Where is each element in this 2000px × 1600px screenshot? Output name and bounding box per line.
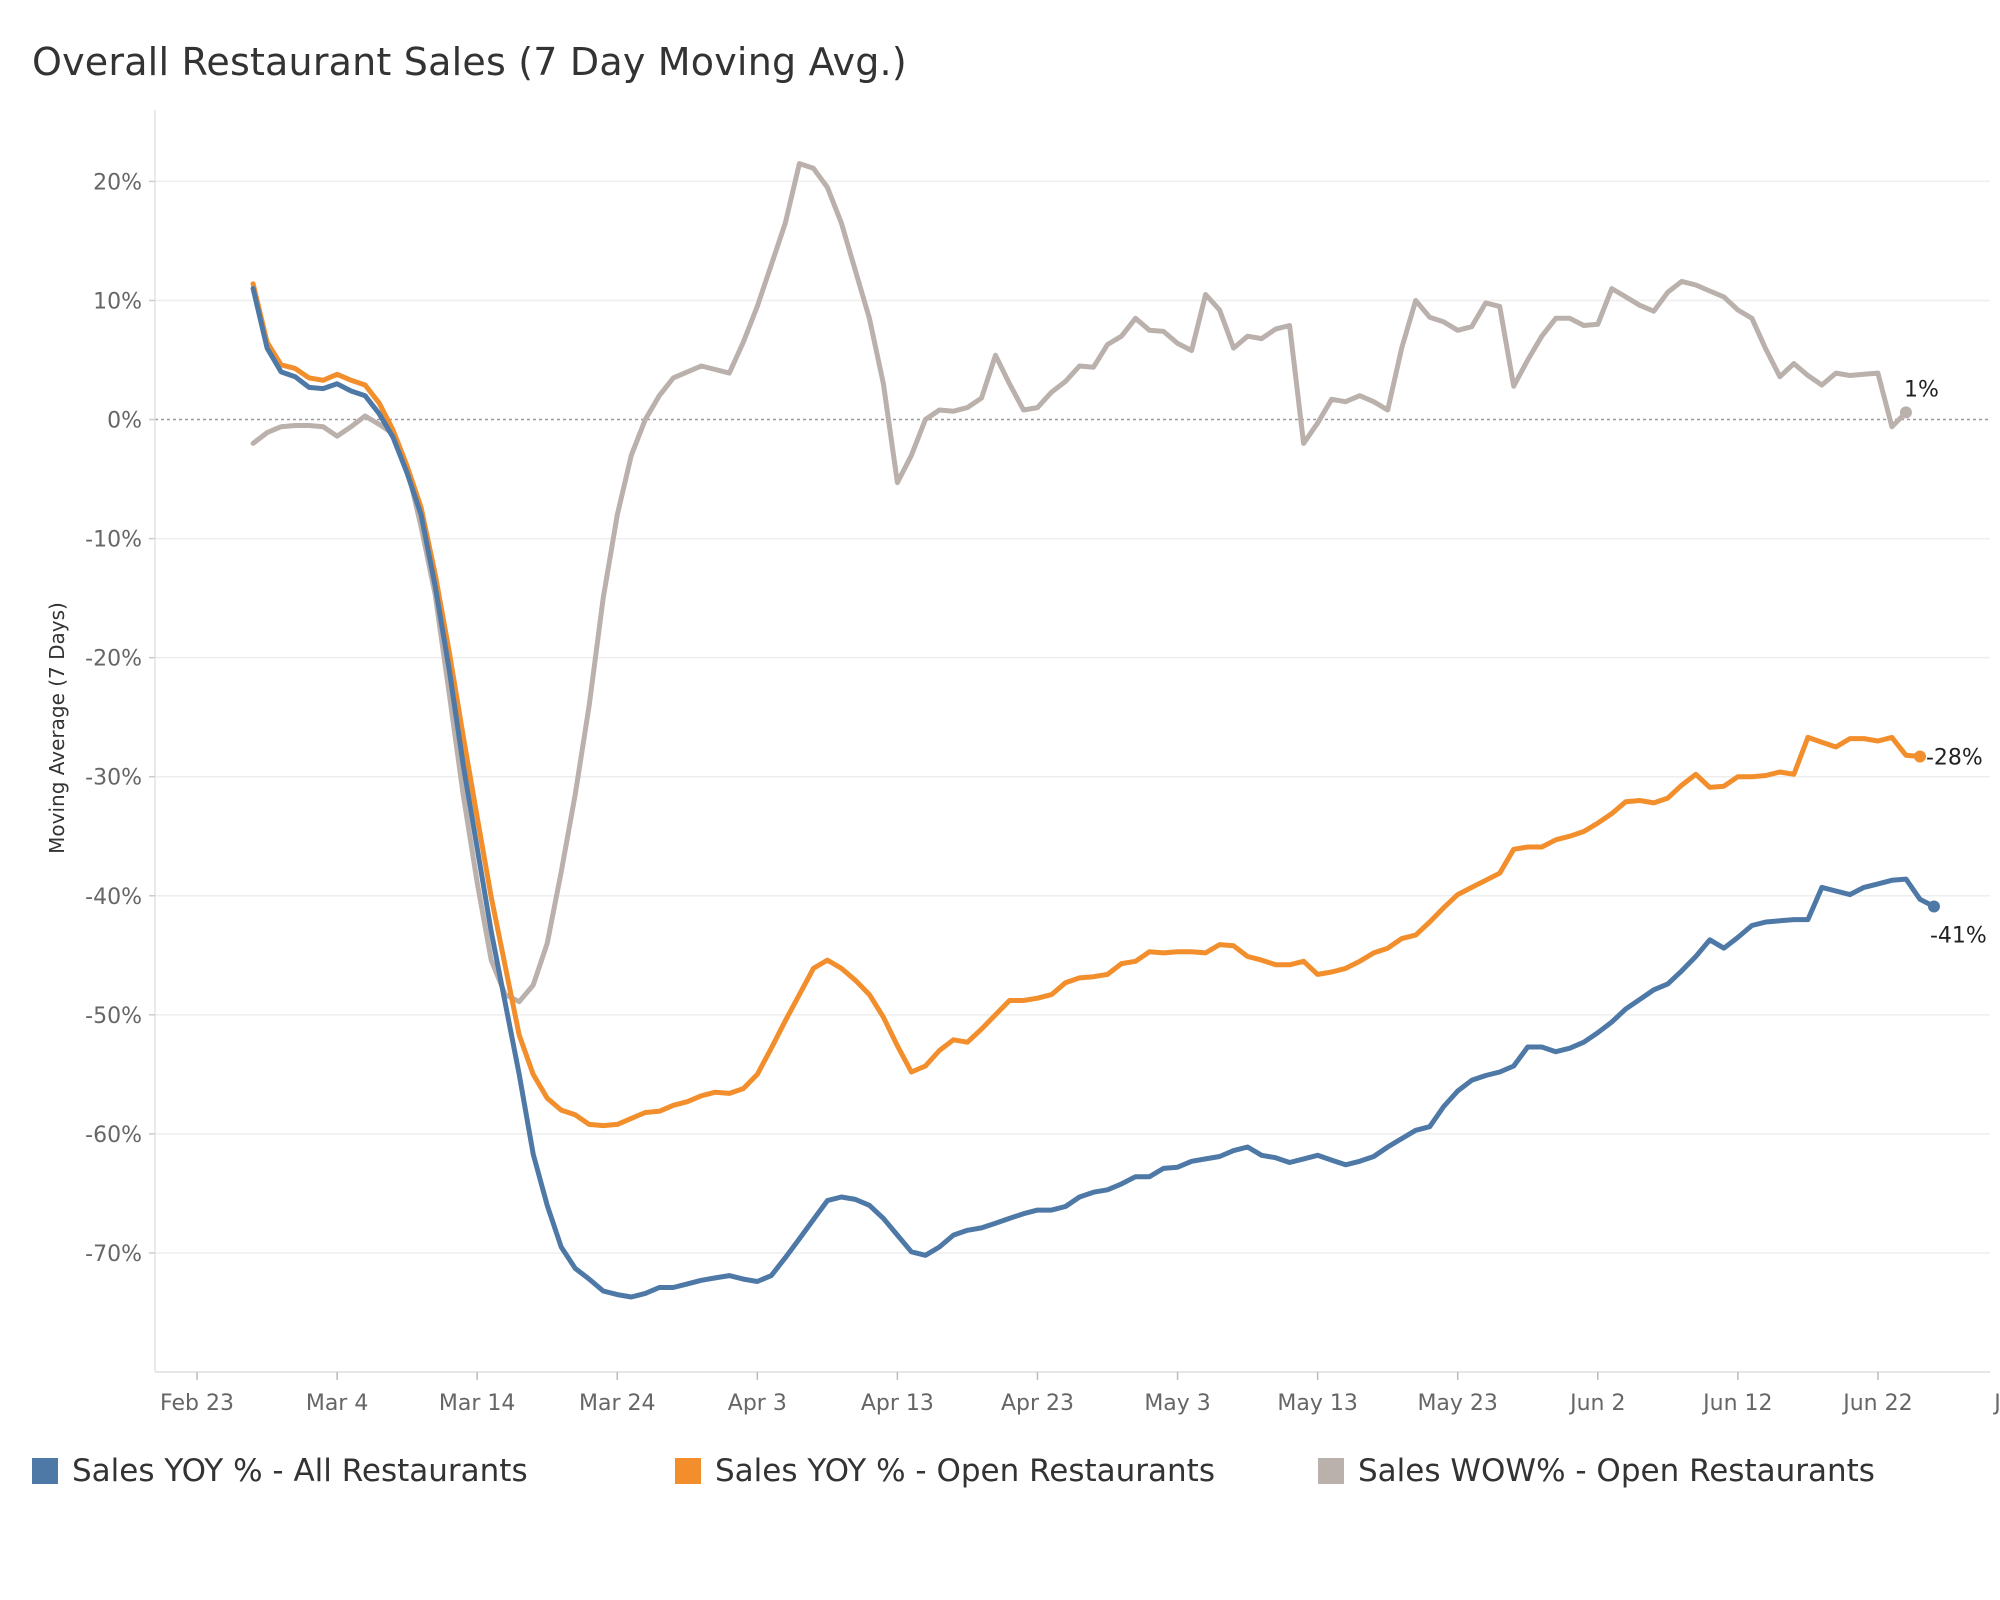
y-tick-label: -70% — [85, 1242, 142, 1267]
end-labels: 1% -28% -41% — [1904, 377, 1987, 948]
y-tick-label: 10% — [93, 289, 142, 314]
series-end-point — [1899, 406, 1912, 419]
gridlines — [155, 180, 1990, 1254]
y-axis-label: Moving Average (7 Days) — [45, 602, 69, 854]
series-line — [250, 281, 1923, 1129]
chart-title: Overall Restaurant Sales (7 Day Moving A… — [32, 40, 907, 84]
x-tick-label: May 23 — [1417, 1391, 1497, 1416]
legend-item[interactable]: Sales YOY % - All Restaurants — [32, 1453, 675, 1489]
x-tick-label: May 3 — [1144, 1391, 1210, 1416]
series-lines — [250, 161, 1940, 1300]
legend-label: Sales YOY % - All Restaurants — [72, 1453, 528, 1489]
y-tick-label: -50% — [85, 1004, 142, 1029]
legend-swatch — [675, 1458, 701, 1484]
series-end-point — [1913, 750, 1926, 763]
legend-label: Sales WOW% - Open Restaurants — [1358, 1453, 1875, 1489]
x-tick-label: Feb 23 — [160, 1391, 234, 1416]
series-end-point — [1927, 900, 1940, 913]
axes — [154, 110, 1990, 1373]
x-tick-label: Jun 22 — [1841, 1391, 1912, 1416]
y-tick-label: -40% — [85, 885, 142, 910]
x-axis-ticks: Feb 23 Mar 4 Mar 14 Mar 24 Apr 3 Apr 13 Apr 23… — [160, 1372, 2000, 1416]
y-tick-label: -30% — [85, 766, 142, 791]
y-tick-label: -60% — [85, 1123, 142, 1148]
legend: Sales YOY % - All Restaurants Sales YOY %… — [32, 1453, 1972, 1489]
y-tick-label: 0% — [107, 409, 142, 434]
x-tick-label: Apr 13 — [861, 1391, 934, 1416]
x-tick-label: May 13 — [1277, 1391, 1357, 1416]
x-tick-label: Jun 2 — [1568, 1391, 1625, 1416]
legend-label: Sales YOY % - Open Restaurants — [715, 1453, 1215, 1489]
y-tick-label: -20% — [85, 647, 142, 672]
y-tick-label: 20% — [93, 170, 142, 195]
x-tick-label: Mar 24 — [579, 1391, 656, 1416]
series-line — [250, 161, 1909, 1005]
x-tick-label: Jun 12 — [1701, 1391, 1772, 1416]
x-tick-label: Apr 23 — [1001, 1391, 1074, 1416]
x-tick-label: Mar 4 — [306, 1391, 369, 1416]
y-tick-label: -10% — [85, 528, 142, 553]
x-tick-label: Jul 2 — [1992, 1391, 2000, 1416]
series-end-label: -41% — [1930, 923, 1987, 948]
x-tick-label: Apr 3 — [728, 1391, 787, 1416]
series-end-label: 1% — [1904, 377, 1939, 402]
x-tick-label: Mar 14 — [439, 1391, 516, 1416]
legend-swatch — [1318, 1458, 1344, 1484]
series-line — [250, 286, 1937, 1300]
y-axis-ticks: 20% 10% 0% -10% -20% -30% -40% -50% -60% -70% — [85, 170, 155, 1267]
series-end-label: -28% — [1926, 745, 1983, 770]
legend-item[interactable]: Sales WOW% - Open Restaurants — [1318, 1453, 1958, 1489]
legend-swatch — [32, 1458, 58, 1484]
legend-item[interactable]: Sales YOY % - Open Restaurants — [675, 1453, 1318, 1489]
